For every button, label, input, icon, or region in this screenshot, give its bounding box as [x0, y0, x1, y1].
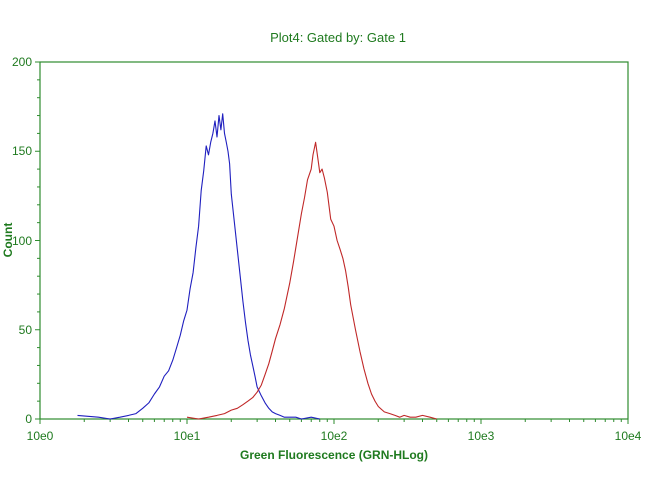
- y-tick-label: 0: [25, 412, 32, 426]
- y-tick-label: 150: [12, 144, 32, 158]
- y-tick-label: 100: [12, 234, 32, 248]
- x-axis-label: Green Fluorescence (GRN-HLog): [240, 448, 428, 462]
- x-tick-label: 10e0: [27, 429, 54, 443]
- y-axis-label: Count: [1, 223, 15, 258]
- y-tick-label: 50: [19, 323, 33, 337]
- plot-frame: [39, 61, 629, 420]
- series-line-blue: [77, 113, 320, 420]
- series-line-red: [186, 141, 437, 420]
- x-tick-label: 10e2: [321, 429, 348, 443]
- chart-title: Plot4: Gated by: Gate 1: [270, 30, 406, 45]
- x-tick-label: 10e4: [615, 429, 642, 443]
- x-tick-label: 10e3: [468, 429, 495, 443]
- y-tick-label: 200: [12, 55, 32, 69]
- x-tick-label: 10e1: [174, 429, 201, 443]
